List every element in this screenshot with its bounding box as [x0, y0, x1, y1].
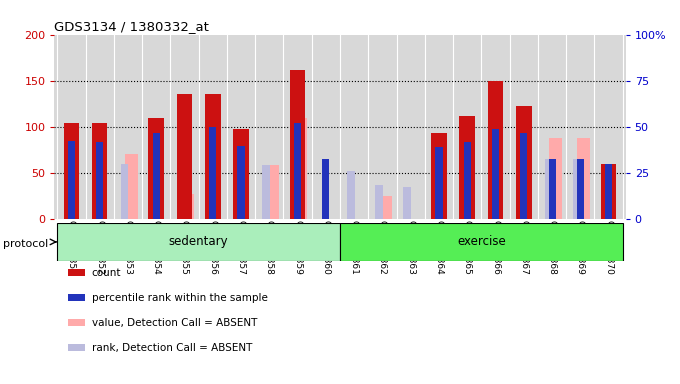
Bar	[294, 123, 301, 219]
Text: GDS3134 / 1380332_at: GDS3134 / 1380332_at	[54, 20, 209, 33]
Bar	[177, 182, 185, 219]
Bar	[431, 133, 447, 219]
Bar	[177, 94, 192, 219]
Bar	[209, 127, 216, 219]
Text: rank, Detection Call = ABSENT: rank, Detection Call = ABSENT	[92, 343, 252, 353]
Bar	[294, 118, 307, 219]
Bar	[549, 159, 556, 219]
Bar	[125, 154, 137, 219]
Bar	[488, 81, 503, 219]
Bar	[57, 223, 340, 261]
Bar	[435, 147, 443, 219]
Bar	[96, 142, 103, 219]
Bar	[577, 138, 590, 219]
Bar	[262, 164, 270, 219]
Bar	[460, 116, 475, 219]
Bar	[605, 164, 612, 219]
Bar	[601, 164, 616, 219]
Text: exercise: exercise	[457, 235, 506, 248]
Bar	[153, 133, 160, 219]
Bar	[375, 185, 383, 219]
Bar	[290, 141, 298, 219]
Bar	[148, 118, 164, 219]
Bar	[121, 164, 129, 219]
Bar	[233, 129, 249, 219]
Bar	[237, 146, 245, 219]
Bar	[322, 159, 329, 219]
Bar	[545, 159, 553, 219]
Text: sedentary: sedentary	[169, 235, 228, 248]
Bar	[64, 123, 79, 219]
Text: percentile rank within the sample: percentile rank within the sample	[92, 293, 268, 303]
Bar	[520, 133, 527, 219]
Bar	[92, 123, 107, 219]
Bar	[492, 129, 499, 219]
Text: protocol: protocol	[3, 239, 49, 249]
Text: value, Detection Call = ABSENT: value, Detection Call = ABSENT	[92, 318, 257, 328]
Bar	[549, 138, 562, 219]
Bar	[290, 70, 305, 219]
Bar	[403, 187, 411, 219]
Text: count: count	[92, 268, 121, 278]
Bar	[340, 223, 623, 261]
Bar	[68, 141, 75, 219]
Bar	[205, 94, 220, 219]
Bar	[573, 159, 581, 219]
Bar	[182, 194, 194, 219]
Bar	[464, 142, 471, 219]
Bar	[516, 106, 532, 219]
Bar	[347, 171, 354, 219]
Bar	[379, 196, 392, 219]
Bar	[267, 164, 279, 219]
Bar	[577, 159, 584, 219]
